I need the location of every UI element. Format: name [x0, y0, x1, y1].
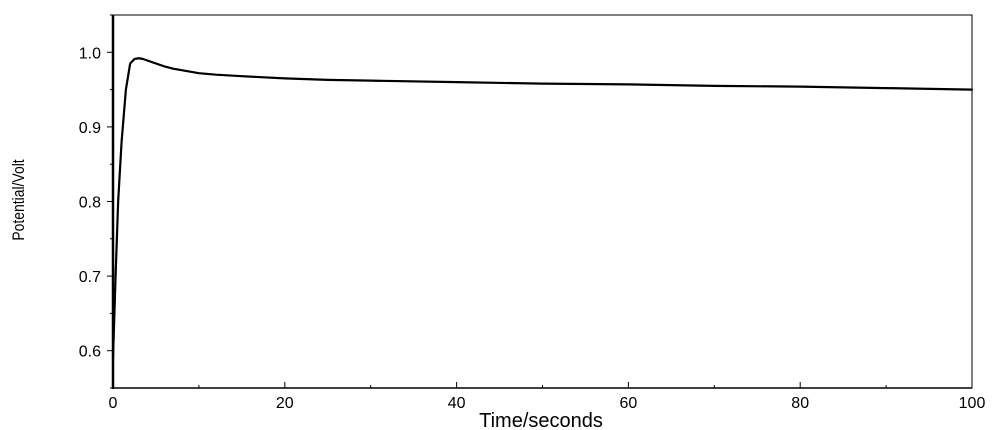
y-tick-label: 0.6 — [79, 344, 101, 361]
axis-ticks — [107, 14, 973, 389]
x-tick-label: 40 — [448, 395, 466, 412]
x-axis-title: Time/seconds — [479, 410, 603, 430]
plot-frame — [111, 14, 973, 389]
x-tick-label: 100 — [959, 395, 986, 412]
y-tick-label: 0.8 — [79, 195, 101, 212]
series-line — [111, 57, 974, 360]
y-tick-label: 0.7 — [79, 269, 101, 286]
x-tick-label: 80 — [791, 395, 809, 412]
x-tick-label: 20 — [276, 395, 294, 412]
tick-labels: 0 20 40 60 80 100 0.6 0.7 0.8 0.9 1.0 — [79, 45, 986, 412]
x-tick-label: 0 — [109, 395, 118, 412]
series-layer — [111, 57, 974, 360]
y-axis-title: Potential/Volt — [10, 159, 29, 241]
y-tick-label: 1.0 — [79, 45, 101, 62]
plot-border — [112, 14, 973, 389]
y-tick-label: 0.9 — [79, 120, 101, 137]
x-tick-label: 60 — [620, 395, 638, 412]
